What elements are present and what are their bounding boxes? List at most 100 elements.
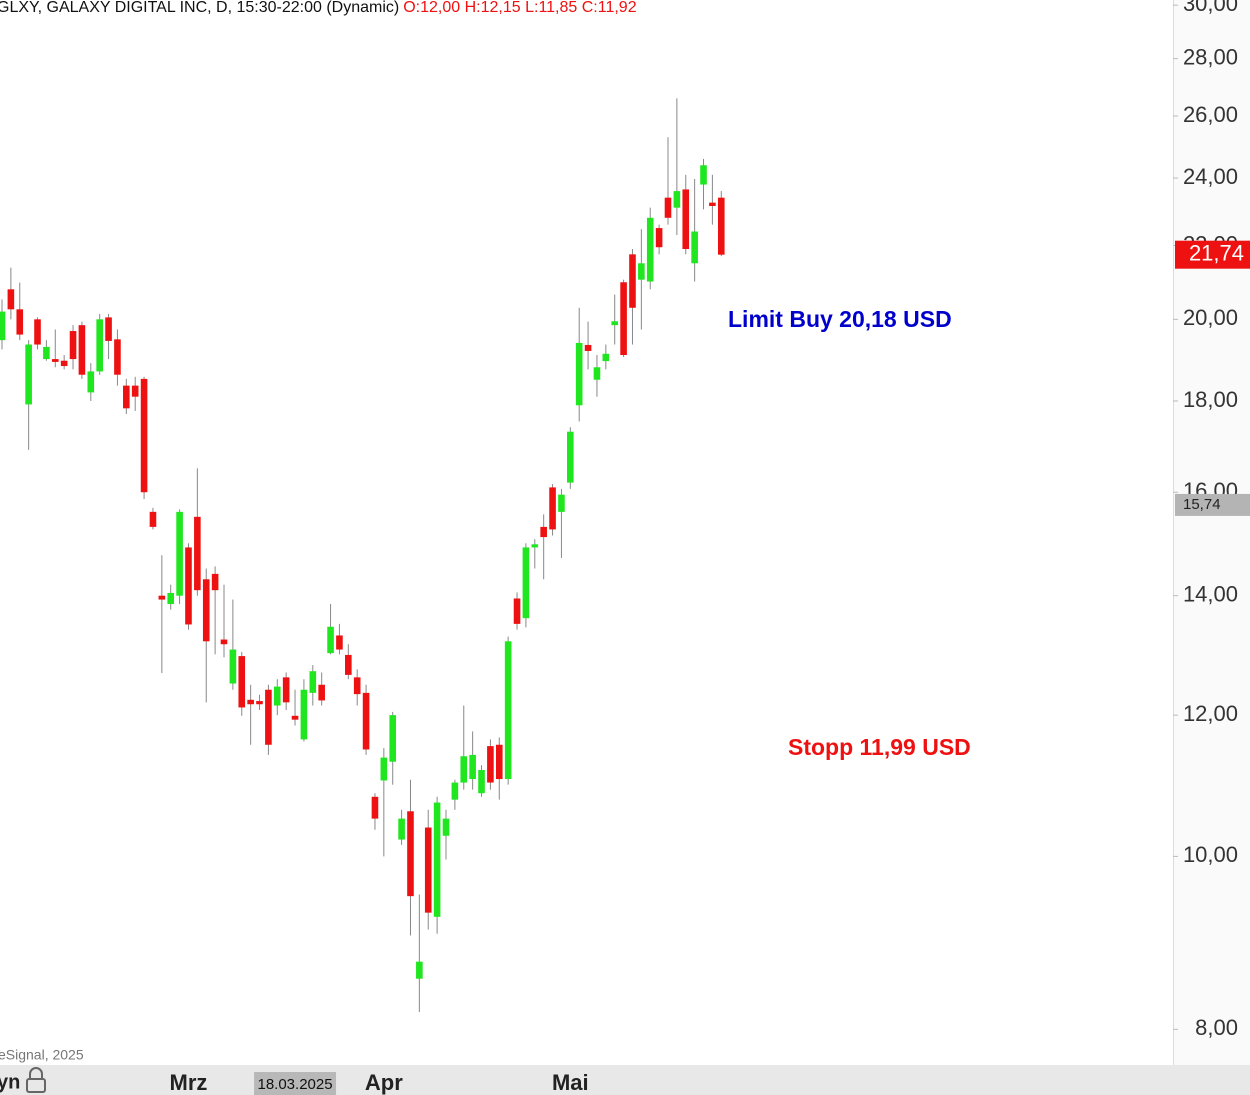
candle-body xyxy=(575,342,583,406)
candle-body xyxy=(389,715,397,762)
candle-body xyxy=(256,701,263,705)
cursor-date-box xyxy=(254,1072,337,1095)
title: GLXY, GALAXY DIGITAL INC, D, 15:30-22:00… xyxy=(0,0,399,16)
candle-body xyxy=(531,544,539,548)
candle-body xyxy=(442,818,450,836)
y-tick-label: 14,00 xyxy=(1183,582,1238,607)
candles xyxy=(0,98,725,1013)
candle-body xyxy=(495,744,503,780)
annotation: Limit Buy 20,18 USD xyxy=(728,306,952,332)
candle-body xyxy=(34,319,41,345)
candle-body xyxy=(700,165,707,185)
y-tick-label: 30,00 xyxy=(1183,0,1238,16)
candle-body xyxy=(549,487,556,530)
candle-body xyxy=(629,254,636,308)
x-tick-label: Apr xyxy=(365,1070,403,1095)
candle-body xyxy=(469,754,476,780)
y-tick-label: 8,00 xyxy=(1195,1015,1238,1040)
candle-body xyxy=(51,359,59,362)
candle-body xyxy=(309,671,317,693)
candle-body xyxy=(460,756,468,783)
candle-body xyxy=(202,579,210,642)
candle-body xyxy=(709,202,716,206)
y-tick-label: 10,00 xyxy=(1183,842,1238,867)
cursor-date-label: 18.03.2025 xyxy=(257,1076,332,1093)
candle-body xyxy=(620,282,627,356)
price-marker-label: 15,74 xyxy=(1183,496,1221,513)
candle-body xyxy=(584,344,592,351)
price-marker-label: 21,74 xyxy=(1189,240,1244,265)
candle-body xyxy=(611,321,619,326)
candle-body xyxy=(211,573,219,591)
candle-body xyxy=(345,654,352,675)
ohlc-info: O:12,00 H:12,15 L:11,85 C:11,92 xyxy=(403,0,636,16)
candle-body xyxy=(318,684,325,701)
candle-body xyxy=(327,626,334,654)
candle-body xyxy=(487,746,494,783)
candle-body xyxy=(25,344,32,405)
candle-body xyxy=(673,191,681,208)
candle-body xyxy=(300,689,308,740)
candle-body xyxy=(149,511,157,527)
annotation: Stopp 11,99 USD xyxy=(788,734,971,760)
candle-body xyxy=(60,360,68,367)
candle-body xyxy=(336,635,343,650)
plot-area xyxy=(0,0,1173,1065)
candle-body xyxy=(638,263,645,280)
candle-body xyxy=(247,699,254,705)
candle-body xyxy=(69,331,77,360)
price-marker xyxy=(1175,240,1250,269)
chart-title: GLXY, GALAXY DIGITAL INC, D, 15:30-22:00… xyxy=(0,0,637,16)
candle-body xyxy=(158,595,166,600)
candle-body xyxy=(238,656,246,708)
candle-body xyxy=(646,217,654,282)
candle-body xyxy=(194,516,201,591)
candle-body xyxy=(398,818,405,840)
y-tick-label: 24,00 xyxy=(1183,164,1238,189)
x-axis-fragment: yn xyxy=(0,1071,20,1093)
lock-icon xyxy=(26,1067,46,1093)
candle-body xyxy=(282,677,290,703)
candle-body xyxy=(167,592,175,605)
candle-body xyxy=(416,961,423,979)
y-tick-label: 18,00 xyxy=(1183,387,1238,412)
candle-body xyxy=(105,317,112,341)
candle-body xyxy=(131,385,139,397)
candle-body xyxy=(691,231,698,264)
x-tick-label: Mrz xyxy=(170,1070,208,1095)
candle-body xyxy=(353,677,361,695)
candle-body xyxy=(265,689,272,745)
candle-body xyxy=(362,692,370,750)
price-marker xyxy=(1175,493,1250,516)
x-axis-area xyxy=(0,1065,1250,1095)
y-tick-label: 26,00 xyxy=(1183,102,1238,127)
candle-body xyxy=(717,197,725,255)
candle-body xyxy=(513,598,521,624)
candle-body xyxy=(602,353,610,362)
candle-body xyxy=(185,547,192,625)
candle-body xyxy=(96,319,103,372)
candle-body xyxy=(682,189,690,250)
y-tick-label: 28,00 xyxy=(1183,44,1238,69)
candle-body xyxy=(78,325,86,375)
candle-body xyxy=(664,197,672,218)
candle-body xyxy=(291,715,299,720)
candle-body xyxy=(380,757,388,781)
candle-body xyxy=(593,367,601,380)
source: eSignal, 2025 xyxy=(0,1047,84,1063)
candle-body xyxy=(451,782,459,800)
candle-body xyxy=(176,511,183,596)
candle-body xyxy=(655,228,663,248)
candle-body xyxy=(273,686,281,706)
candle-body xyxy=(504,641,512,780)
candle-body xyxy=(407,811,414,897)
candle-body xyxy=(433,802,441,917)
y-axis-area xyxy=(1173,0,1250,1065)
candle-body xyxy=(220,639,228,645)
x-tick-label: Mai xyxy=(552,1070,589,1095)
candle-body xyxy=(87,371,95,393)
candle-body xyxy=(371,796,379,819)
candle-body xyxy=(558,494,565,512)
